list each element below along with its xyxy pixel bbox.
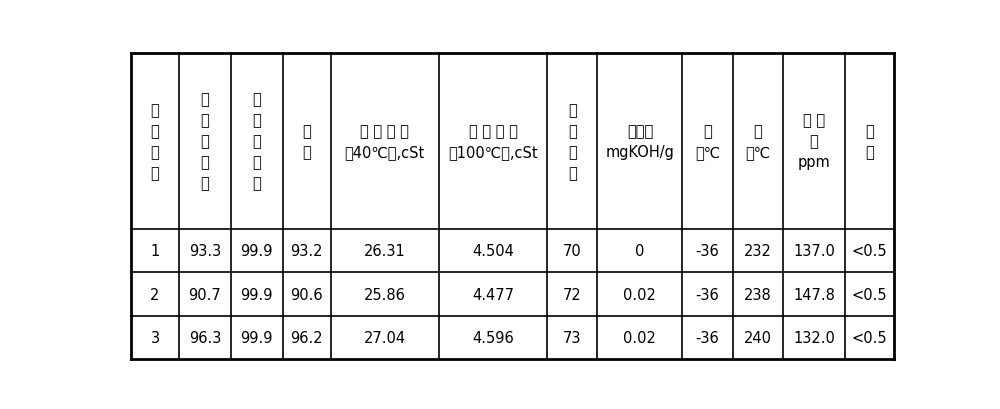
Text: 倾
点℃: 倾 点℃ <box>695 124 720 160</box>
Text: -36: -36 <box>696 330 719 345</box>
Text: 240: 240 <box>744 330 772 345</box>
Text: 27.04: 27.04 <box>364 330 406 345</box>
Text: 26.31: 26.31 <box>364 244 406 258</box>
Text: 238: 238 <box>744 287 772 302</box>
Text: <0.5: <0.5 <box>852 287 887 302</box>
Text: 99.9: 99.9 <box>241 330 273 345</box>
Text: 0.02: 0.02 <box>623 330 656 345</box>
Text: 90.7: 90.7 <box>188 287 221 302</box>
Text: 0.02: 0.02 <box>623 287 656 302</box>
Text: 4.504: 4.504 <box>472 244 514 258</box>
Text: <0.5: <0.5 <box>852 330 887 345</box>
Text: 4.596: 4.596 <box>472 330 514 345</box>
Text: 137.0: 137.0 <box>793 244 835 258</box>
Text: 闪
点℃: 闪 点℃ <box>745 124 770 160</box>
Text: 232: 232 <box>744 244 772 258</box>
Text: 4.477: 4.477 <box>472 287 514 302</box>
Text: 水 含
量
ppm: 水 含 量 ppm <box>798 113 830 170</box>
Text: 再
生
次
数: 再 生 次 数 <box>151 103 159 180</box>
Text: 147.8: 147.8 <box>793 287 835 302</box>
Text: 90.6: 90.6 <box>290 287 323 302</box>
Text: 萸
的
转
化
率: 萸 的 转 化 率 <box>200 92 209 191</box>
Text: 73: 73 <box>563 330 582 345</box>
Text: 总酸值
mgKOH/g: 总酸值 mgKOH/g <box>605 124 674 160</box>
Text: 70: 70 <box>563 244 582 258</box>
Text: -36: -36 <box>696 287 719 302</box>
Text: 产
物
选
择
性: 产 物 选 择 性 <box>252 92 261 191</box>
Text: 132.0: 132.0 <box>793 330 835 345</box>
Text: 96.3: 96.3 <box>189 330 221 345</box>
Text: <0.5: <0.5 <box>852 244 887 258</box>
Text: -36: -36 <box>696 244 719 258</box>
Text: 2: 2 <box>150 287 160 302</box>
Text: 3: 3 <box>150 330 160 345</box>
Text: 产
率: 产 率 <box>302 124 311 160</box>
Text: 色
度: 色 度 <box>865 124 874 160</box>
Text: 粘
度
指
数: 粘 度 指 数 <box>568 103 577 180</box>
Text: 0: 0 <box>635 244 645 258</box>
Text: 99.9: 99.9 <box>241 244 273 258</box>
Text: 运 动 粘 度
（100℃）,cSt: 运 动 粘 度 （100℃）,cSt <box>448 124 538 160</box>
Text: 1: 1 <box>150 244 160 258</box>
Text: 72: 72 <box>563 287 582 302</box>
Text: 99.9: 99.9 <box>241 287 273 302</box>
Text: 96.2: 96.2 <box>290 330 323 345</box>
Text: 93.3: 93.3 <box>189 244 221 258</box>
Text: 运 动 粘 度
（40℃）,cSt: 运 动 粘 度 （40℃）,cSt <box>345 124 425 160</box>
Text: 93.2: 93.2 <box>290 244 323 258</box>
Text: 25.86: 25.86 <box>364 287 406 302</box>
